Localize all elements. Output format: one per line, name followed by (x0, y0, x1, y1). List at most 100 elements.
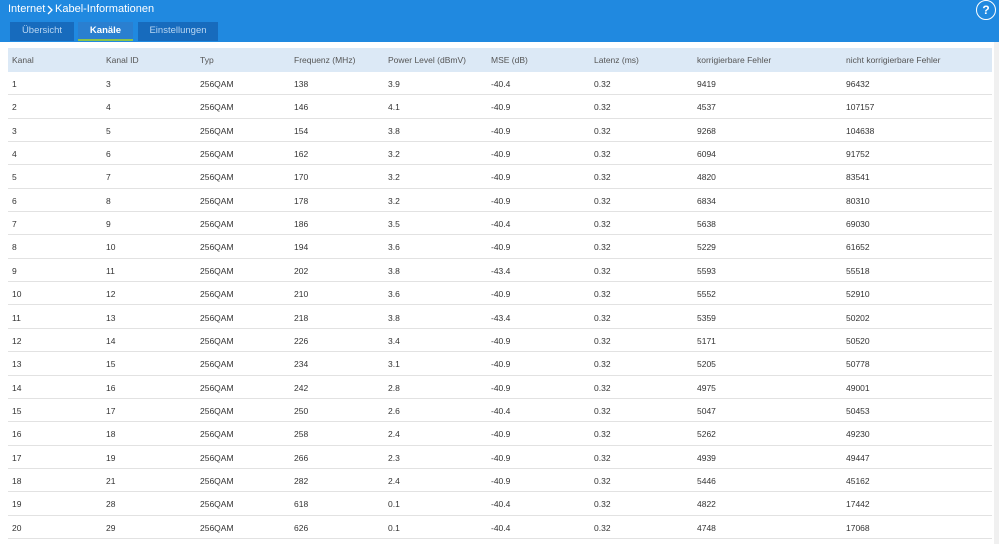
table-cell: 5359 (697, 312, 716, 323)
table-cell: 8 (106, 195, 111, 206)
tab[interactable]: Übersicht (10, 22, 74, 41)
table-cell: 7 (106, 172, 111, 183)
table-cell: 0.32 (594, 522, 611, 533)
table-cell: 5593 (697, 265, 716, 276)
table-cell: 11 (12, 312, 21, 323)
table-cell: 0.32 (594, 475, 611, 486)
table-cell: 10 (106, 242, 116, 253)
table-cell: 5262 (697, 429, 716, 440)
table-cell: 8 (12, 242, 17, 253)
table-cell: 0.32 (594, 289, 611, 300)
table-cell: 4822 (697, 499, 716, 510)
table-cell: 16 (12, 429, 22, 440)
tab[interactable]: Kanäle (78, 22, 133, 41)
table-cell: 5047 (697, 405, 716, 416)
table-cell: 5552 (697, 289, 716, 300)
column-header: Power Level (dBmV) (388, 55, 466, 65)
table-cell: 49447 (846, 452, 870, 463)
table-cell: -43.4 (491, 312, 511, 323)
table-row: 6 8 256QAM 178 3.2 -40.9 0.32 6834 80310 (8, 189, 992, 213)
table-cell: 0.1 (388, 522, 400, 533)
table-cell: -40.4 (491, 219, 511, 230)
table-row: 7 9 256QAM 186 3.5 -40.4 0.32 5638 69030 (8, 212, 992, 236)
table-row: 5 7 256QAM 170 3.2 -40.9 0.32 4820 83541 (8, 165, 992, 189)
table-cell: -40.9 (491, 195, 511, 206)
table-cell: 256QAM (200, 219, 234, 230)
table-cell: -40.4 (491, 522, 511, 533)
tab[interactable]: Einstellungen (138, 22, 218, 41)
table-cell: 242 (294, 382, 309, 393)
table-cell: 256QAM (200, 452, 234, 463)
table-cell: 218 (294, 312, 309, 323)
table-cell: 256QAM (200, 405, 234, 416)
table-row: 14 16 256QAM 242 2.8 -40.9 0.32 4975 49001 (8, 376, 992, 399)
table-cell: 96432 (846, 79, 870, 89)
breadcrumb-separator (47, 5, 53, 15)
table-cell: 0.32 (594, 312, 611, 323)
table-cell: 256QAM (200, 429, 234, 440)
table-cell: 3.8 (388, 265, 400, 276)
table-cell: 3.5 (388, 219, 400, 230)
table-cell: -40.9 (491, 289, 511, 300)
table-cell: 0.32 (594, 79, 611, 89)
table-cell: 12 (12, 335, 22, 346)
table-cell: 5171 (697, 335, 716, 346)
table-cell: 4 (12, 149, 17, 160)
table-cell: 0.32 (594, 359, 611, 370)
table-cell: 5 (12, 172, 17, 183)
table-cell: 28 (106, 499, 116, 510)
table-cell: 50778 (846, 359, 870, 370)
table-cell: 80310 (846, 195, 870, 206)
table-cell: 256QAM (200, 242, 234, 253)
column-header: nicht korrigierbare Fehler (846, 55, 941, 65)
table-cell: 256QAM (200, 149, 234, 160)
table-row: 13 15 256QAM 234 3.1 -40.9 0.32 5205 50778 (8, 352, 992, 376)
breadcrumb-item[interactable]: Internet (8, 3, 46, 15)
table-cell: 45162 (846, 475, 870, 486)
table-cell: 16 (106, 382, 116, 393)
table-cell: 9 (106, 219, 111, 230)
table-cell: 104638 (846, 125, 875, 136)
table-cell: 0.32 (594, 242, 611, 253)
table-cell: 194 (294, 242, 309, 253)
table-cell: 202 (294, 265, 309, 276)
table-cell: 4820 (697, 172, 716, 183)
table-cell: 3.9 (388, 79, 400, 89)
table-cell: 0.32 (594, 499, 611, 510)
help-icon[interactable]: ? (976, 0, 996, 20)
table-cell: 256QAM (200, 335, 234, 346)
table-cell: 6 (106, 149, 111, 160)
table-cell: -40.9 (491, 242, 511, 253)
column-header: Kanal ID (106, 55, 139, 65)
table-row: 12 14 256QAM 226 3.4 -40.9 0.32 5171 50520 (8, 329, 992, 353)
table-cell: 250 (294, 405, 309, 416)
table-cell: 91752 (846, 149, 870, 160)
table-cell: 266 (294, 452, 309, 463)
table-cell: 0.32 (594, 195, 611, 206)
table-cell: -40.4 (491, 499, 511, 510)
table-row: 18 21 256QAM 282 2.4 -40.9 0.32 5446 45162 (8, 469, 992, 493)
table-cell: 3.1 (388, 359, 400, 370)
table-cell: 61652 (846, 242, 870, 253)
table-cell: 210 (294, 289, 309, 300)
table-cell: 5 (106, 125, 111, 136)
table-row: 3 5 256QAM 154 3.8 -40.9 0.32 9268 104638 (8, 119, 992, 143)
table-cell: 0.32 (594, 219, 611, 230)
table-row: 2 4 256QAM 146 4.1 -40.9 0.32 4537 107157 (8, 95, 992, 119)
table-cell: 18 (12, 475, 22, 486)
table-cell: 6094 (697, 149, 716, 160)
table-cell: -40.9 (491, 452, 511, 463)
column-header: MSE (dB) (491, 55, 528, 65)
table-cell: 13 (106, 312, 116, 323)
table-cell: 138 (294, 79, 309, 89)
table-cell: 19 (106, 452, 116, 463)
column-header: korrigierbare Fehler (697, 55, 772, 65)
table-cell: 256QAM (200, 102, 234, 113)
table-cell: -40.9 (491, 149, 511, 160)
table-cell: 17068 (846, 522, 870, 533)
table-cell: 29 (106, 522, 116, 533)
column-header: Kanal (12, 55, 34, 65)
table-cell: -40.4 (491, 405, 511, 416)
table-cell: 0.32 (594, 405, 611, 416)
column-header: Typ (200, 55, 214, 65)
